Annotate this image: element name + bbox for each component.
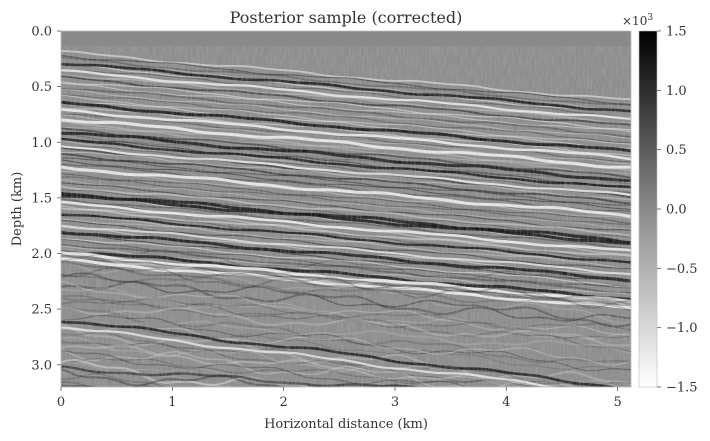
- colorbar: 1.5 1.0 0.5 0.0 −0.5 −1.0 −1.5 ×103: [622, 13, 698, 396]
- x-tick-label: 2: [280, 395, 288, 410]
- y-tick-label: 3.0: [31, 358, 52, 373]
- y-tick-label: 1.0: [31, 136, 52, 151]
- x-tick-label: 1: [168, 395, 176, 410]
- colorbar-ticks: 1.5 1.0 0.5 0.0 −0.5 −1.0 −1.5: [657, 25, 698, 396]
- colorbar-tick-label: −1.0: [666, 321, 698, 336]
- chart-title: Posterior sample (corrected): [230, 8, 463, 27]
- colorbar-tick-label: −1.5: [666, 381, 698, 396]
- y-tick-label: 0.5: [31, 80, 52, 95]
- y-axis-label: Depth (km): [10, 172, 25, 247]
- colorbar-tick-label: 1.0: [666, 84, 687, 99]
- x-tick-label: 4: [502, 395, 510, 410]
- seismic-image: [61, 31, 631, 387]
- plot-frame: [60, 30, 632, 388]
- colorbar-tick-label: 0.0: [666, 203, 687, 218]
- colorbar-tick-label: 0.5: [666, 143, 687, 158]
- y-tick-label: 1.5: [31, 191, 52, 206]
- x-tick-label: 3: [391, 395, 399, 410]
- y-tick-label: 0.0: [31, 25, 52, 40]
- x-axis-label: Horizontal distance (km): [264, 417, 428, 432]
- colorbar-gradient: [638, 30, 658, 388]
- x-tick-label: 0: [57, 395, 65, 410]
- y-axis: 0.0 0.5 1.0 1.5 2.0 2.5 3.0: [31, 25, 61, 373]
- x-axis: 0 1 2 3 4 5: [57, 387, 622, 410]
- texture-noise: [61, 46, 631, 387]
- colorbar-multiplier: ×103: [622, 13, 653, 28]
- y-tick-label: 2.0: [31, 247, 52, 262]
- colorbar-tick-label: −0.5: [666, 262, 698, 277]
- water-layer: [61, 31, 631, 46]
- colorbar-tick-label: 1.5: [666, 25, 687, 40]
- x-tick-label: 5: [614, 395, 622, 410]
- y-tick-label: 2.5: [31, 303, 52, 318]
